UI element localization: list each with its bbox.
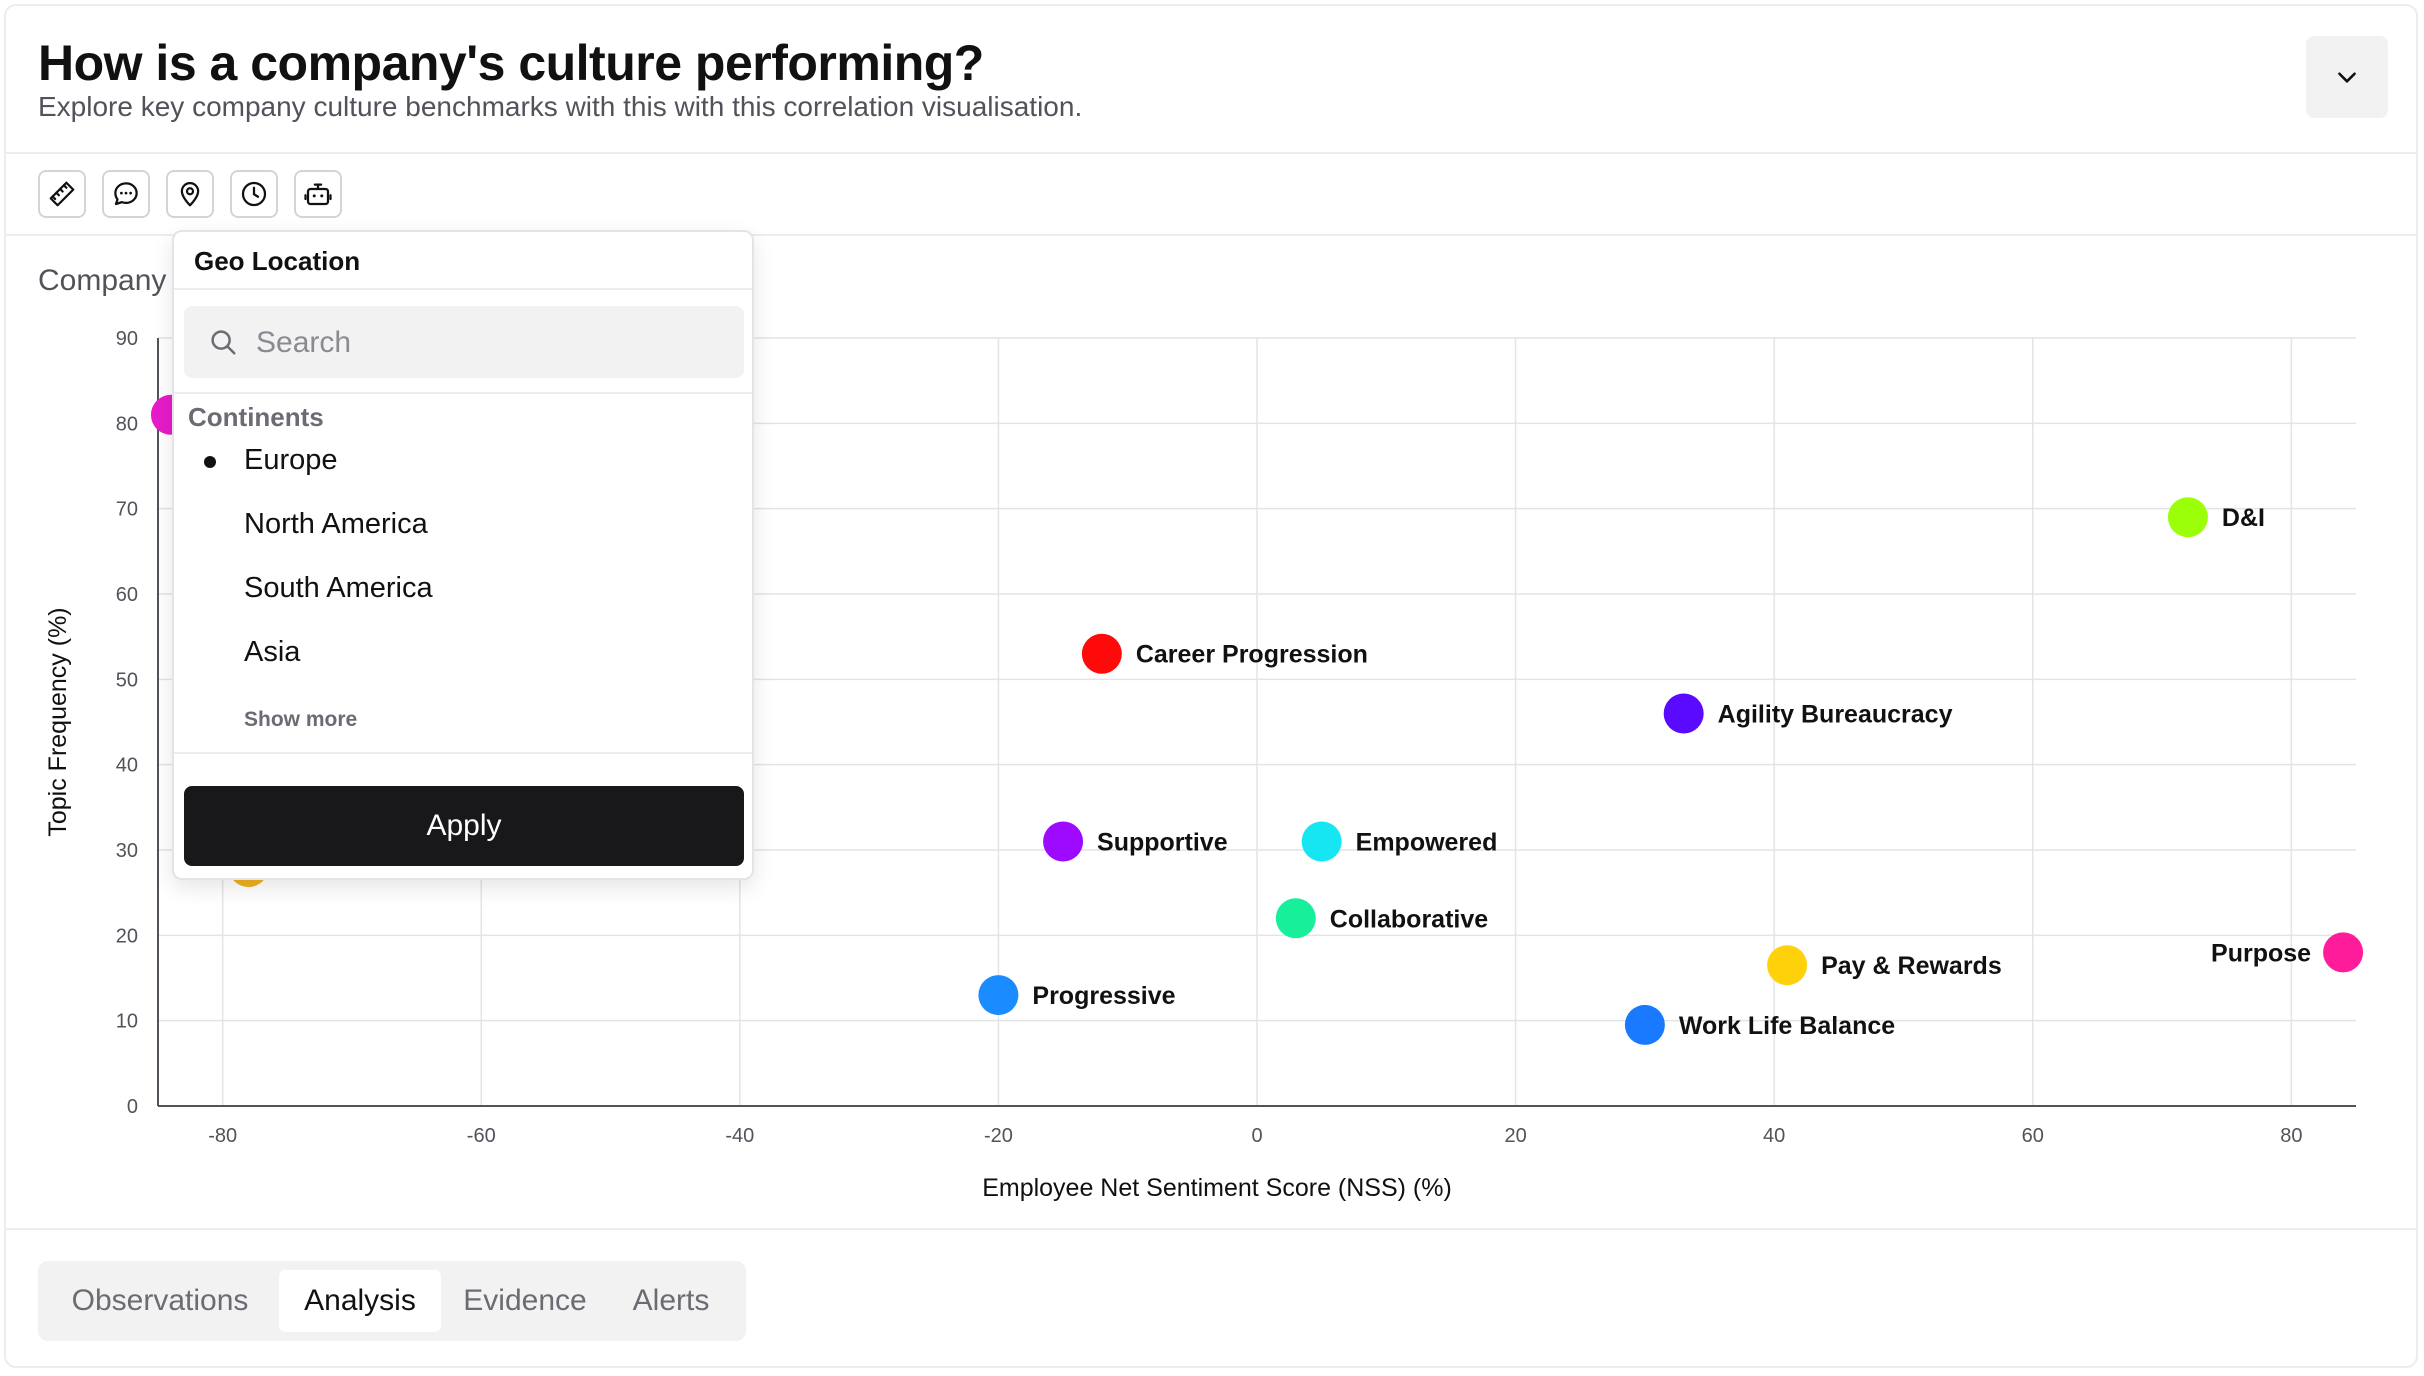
data-point — [1301, 821, 1342, 862]
x-tick-label: 80 — [2280, 1125, 2302, 1147]
show-more-link[interactable]: Show more — [244, 708, 358, 731]
x-tick-label: 20 — [1504, 1125, 1526, 1147]
y-tick-label: 20 — [116, 925, 138, 947]
tab-evidence[interactable]: Evidence — [463, 1284, 587, 1317]
ruler-icon — [49, 181, 75, 207]
x-tick-label: 0 — [1251, 1125, 1262, 1147]
location-pin-icon — [180, 182, 200, 207]
option-label: South America — [244, 572, 433, 604]
option-asia[interactable]: Asia — [174, 624, 752, 680]
y-tick-label: 70 — [116, 499, 138, 521]
y-tick-label: 10 — [116, 1011, 138, 1033]
robot-icon — [304, 183, 332, 206]
y-tick-label: 50 — [116, 669, 138, 691]
x-tick-label: -80 — [208, 1125, 237, 1147]
popover-title: Geo Location — [194, 246, 361, 276]
toolbar — [6, 154, 2416, 236]
page-subtitle: Explore key company culture benchmarks w… — [38, 91, 1083, 122]
chart-title: Company — [38, 264, 167, 297]
geo-location-popover: Geo Location Continents Europe North Ame… — [172, 230, 754, 880]
option-label: North America — [244, 508, 428, 540]
data-point — [1081, 633, 1122, 674]
comment-tool-button[interactable] — [102, 170, 150, 218]
tab-analysis[interactable]: Analysis — [279, 1270, 441, 1332]
tab-bar: Observations Analysis Evidence Alerts — [38, 1261, 746, 1341]
tab-observations[interactable]: Observations — [71, 1284, 249, 1317]
data-label: Purpose — [2211, 939, 2311, 967]
clock-icon — [241, 181, 267, 207]
data-label: Progressive — [1032, 982, 1175, 1010]
data-point — [1275, 898, 1316, 939]
x-tick-label: -20 — [984, 1125, 1013, 1147]
page-title: How is a company's culture performing? — [38, 35, 984, 91]
collapse-button[interactable] — [2306, 36, 2388, 118]
chat-icon — [114, 182, 138, 206]
data-label: Pay & Rewards — [1821, 952, 2002, 980]
option-south-america[interactable]: South America — [174, 560, 752, 616]
option-north-america[interactable]: North America — [174, 496, 752, 552]
option-label: Europe — [244, 444, 338, 476]
x-tick-label: -40 — [725, 1125, 754, 1147]
search-icon — [211, 330, 236, 355]
data-point — [1624, 1004, 1665, 1045]
group-label-continents: Continents — [188, 402, 324, 432]
data-label: Supportive — [1097, 828, 1228, 856]
chevron-down-icon — [2338, 72, 2356, 83]
y-tick-label: 0 — [127, 1096, 138, 1118]
x-axis-title: Employee Net Sentiment Score (NSS) (%) — [982, 1174, 1452, 1202]
y-tick-label: 40 — [116, 755, 138, 777]
y-tick-label: 80 — [116, 413, 138, 435]
option-label: Asia — [244, 636, 301, 668]
data-label: Career Progression — [1136, 641, 1368, 669]
tab-alerts[interactable]: Alerts — [632, 1284, 710, 1317]
search-box — [184, 306, 744, 380]
culture-card: How is a company's culture performing? E… — [4, 4, 2418, 1368]
data-label: Empowered — [1356, 828, 1498, 856]
y-axis-title: Topic Frequency (%) — [44, 607, 72, 836]
apply-button[interactable]: Apply — [184, 786, 744, 866]
popover-divider — [174, 288, 752, 290]
data-point — [1663, 693, 1704, 734]
x-tick-label: 60 — [2022, 1125, 2044, 1147]
popover-divider — [174, 752, 752, 754]
ruler-tool-button[interactable] — [38, 170, 86, 218]
data-point — [1043, 821, 1084, 862]
search-input[interactable] — [254, 306, 728, 380]
popover-divider — [174, 392, 752, 394]
y-tick-label: 30 — [116, 840, 138, 862]
x-tick-label: 40 — [1763, 1125, 1785, 1147]
data-label: D&I — [2222, 504, 2265, 532]
time-tool-button[interactable] — [230, 170, 278, 218]
data-point — [2323, 932, 2364, 973]
data-label: Collaborative — [1330, 905, 1488, 933]
selected-dot-icon — [204, 456, 216, 468]
y-tick-label: 90 — [116, 328, 138, 350]
y-tick-label: 60 — [116, 584, 138, 606]
geo-location-tool-button[interactable] — [166, 170, 214, 218]
x-tick-label: -60 — [467, 1125, 496, 1147]
data-point — [978, 975, 1019, 1016]
data-label: Work Life Balance — [1679, 1012, 1895, 1040]
data-point — [2167, 497, 2208, 538]
bot-tool-button[interactable] — [294, 170, 342, 218]
footer-divider — [6, 1228, 2416, 1230]
data-point — [1767, 945, 1808, 986]
data-label: Agility Bureaucracy — [1718, 700, 1953, 728]
card-header: How is a company's culture performing? E… — [6, 6, 2416, 154]
option-europe[interactable]: Europe — [174, 432, 752, 488]
